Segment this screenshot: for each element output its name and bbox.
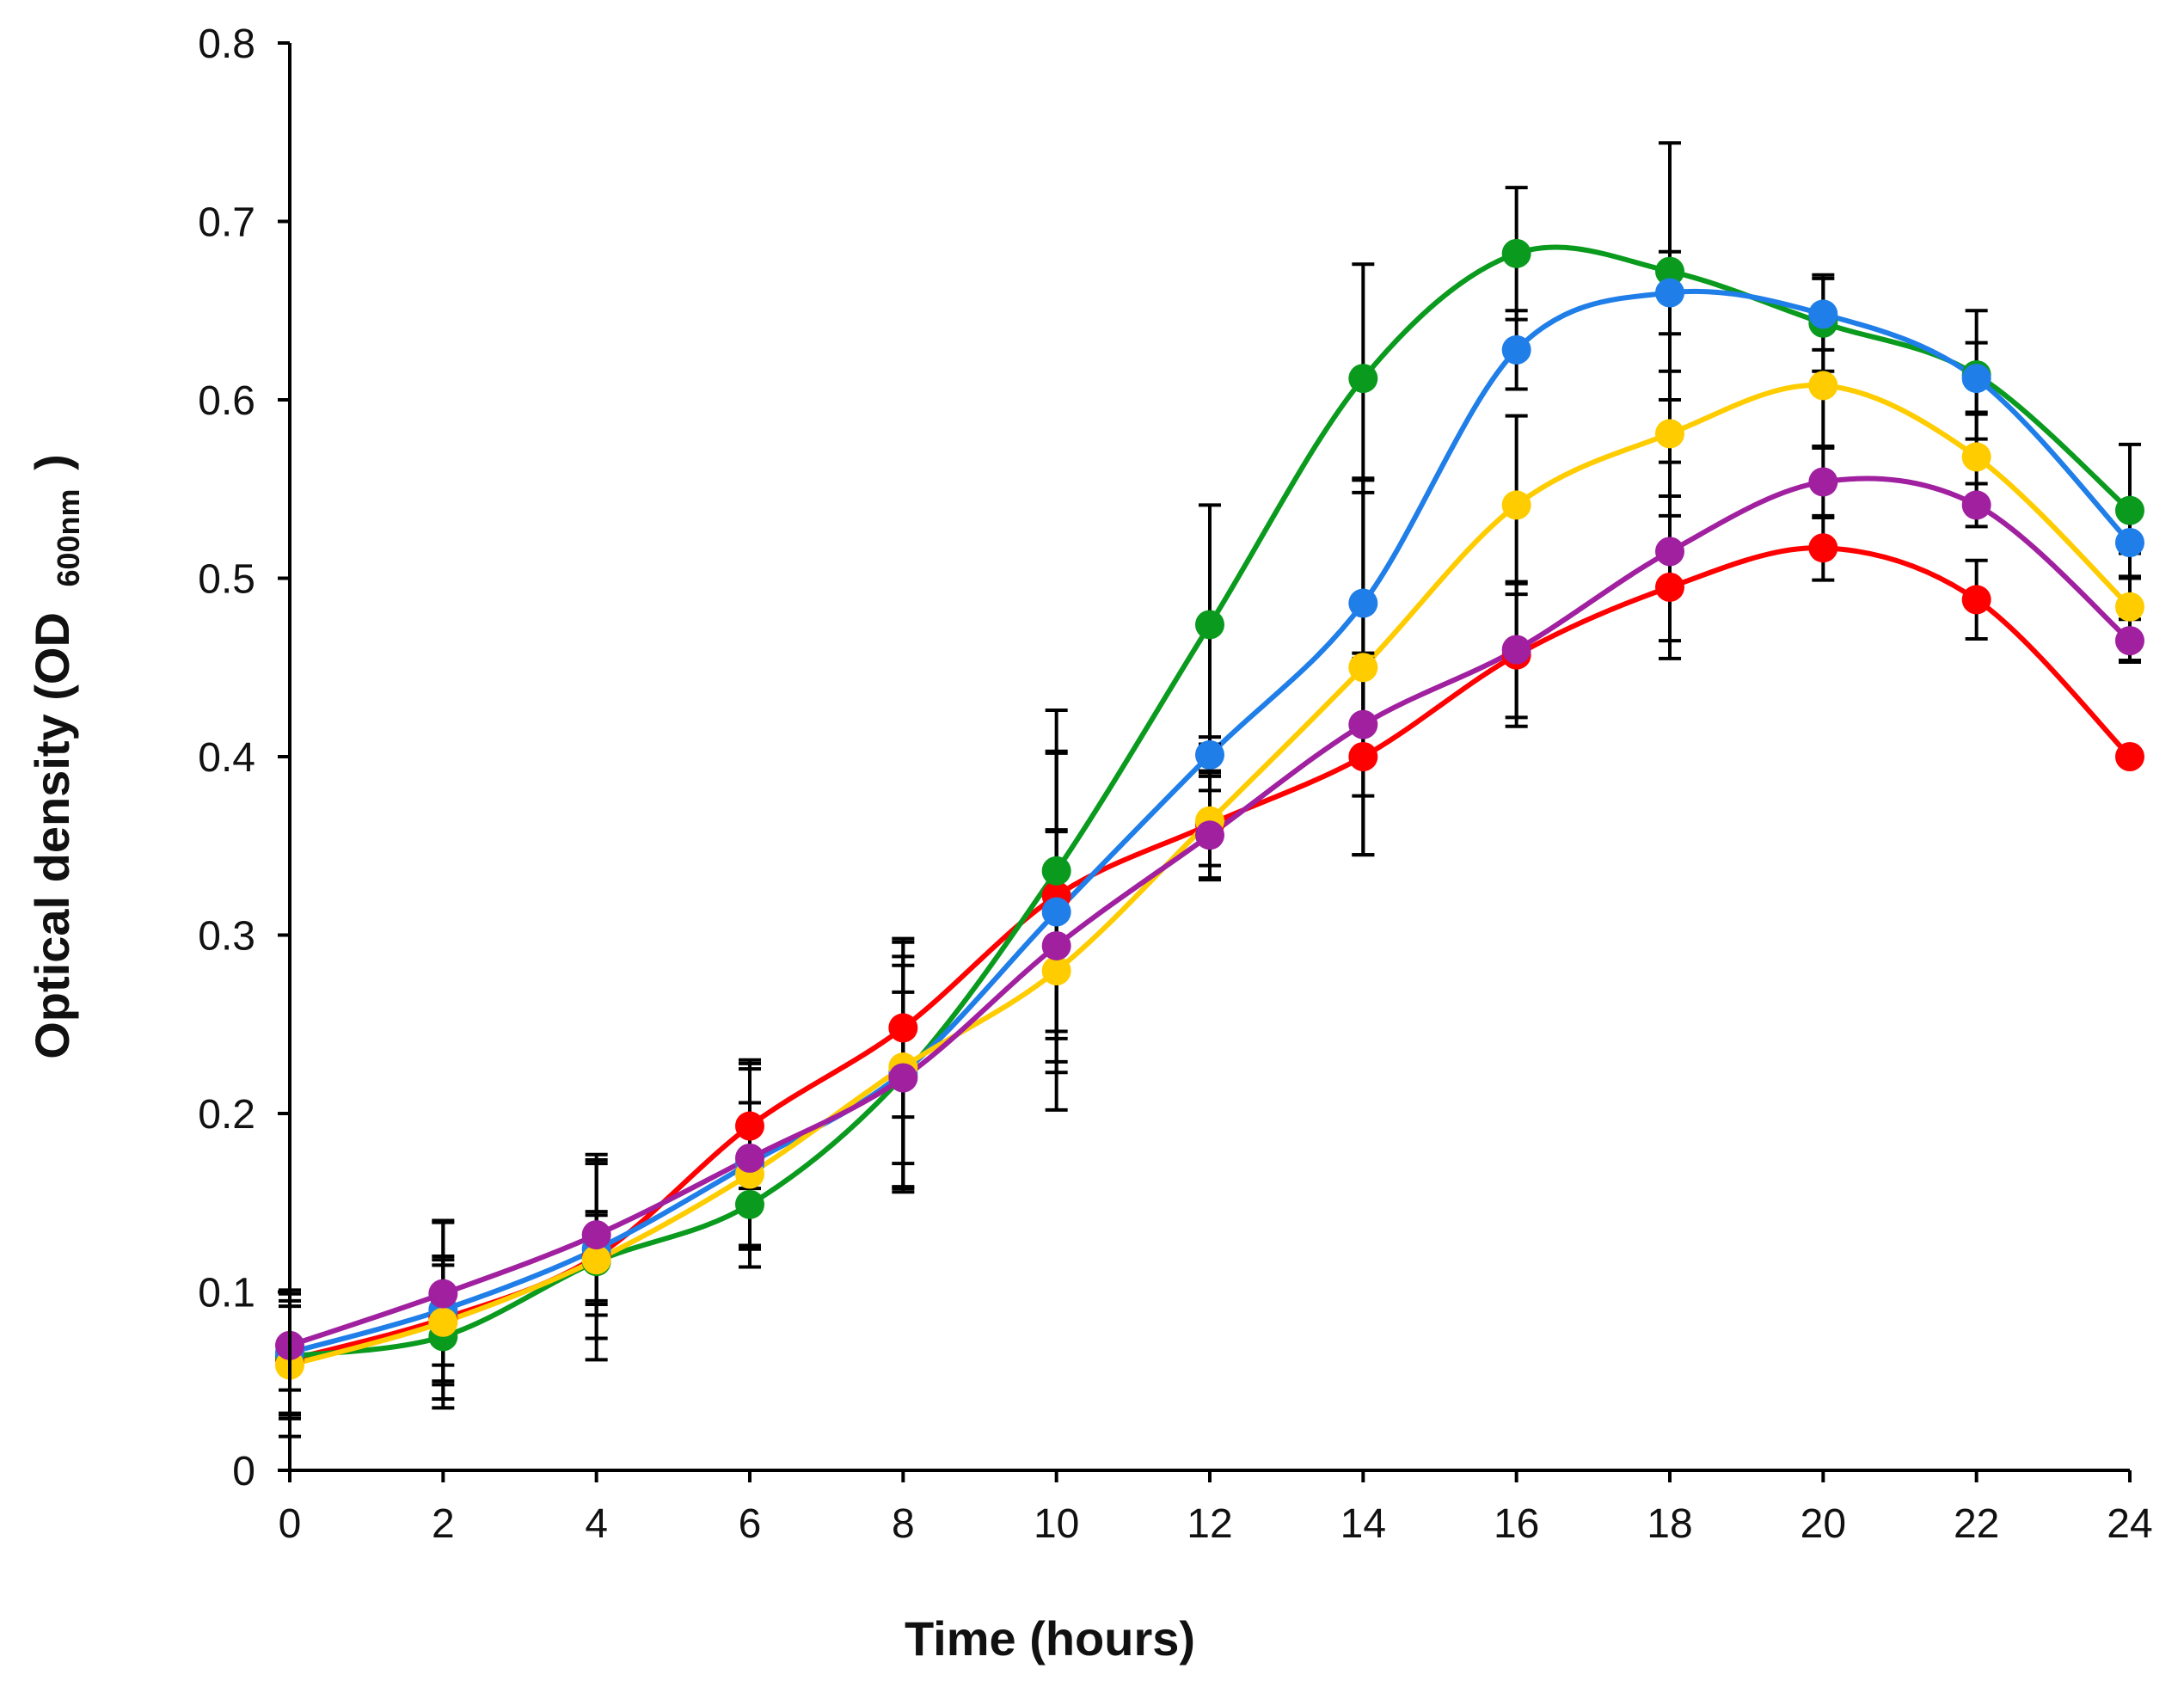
x-tick-label: 14 <box>1340 1501 1386 1547</box>
x-tick-label: 0 <box>279 1501 302 1547</box>
data-point-yellow <box>428 1307 458 1337</box>
x-tick-label: 10 <box>1034 1501 1079 1547</box>
data-point-purple <box>1961 490 1991 520</box>
data-point-purple <box>1501 635 1531 665</box>
x-tick-label: 16 <box>1494 1501 1539 1547</box>
data-point-red <box>888 1013 918 1043</box>
data-point-red <box>1655 572 1684 602</box>
x-tick-label: 22 <box>1954 1501 1999 1547</box>
y-tick-label: 0.4 <box>198 735 255 781</box>
error-bars-layer <box>279 141 2141 1439</box>
x-tick-label: 20 <box>1801 1501 1846 1547</box>
y-axis-title-main: Optical density (OD <box>25 612 79 1059</box>
data-point-blue <box>1961 364 1991 394</box>
y-tick-label: 0.6 <box>198 378 255 424</box>
y-tick-label: 0 <box>232 1449 255 1494</box>
data-point-blue <box>1655 278 1684 308</box>
data-point-purple <box>581 1220 611 1250</box>
data-point-green <box>1655 256 1684 286</box>
data-point-yellow <box>1041 956 1071 985</box>
data-point-purple <box>2115 626 2144 656</box>
data-point-blue <box>1348 588 1378 618</box>
data-point-purple <box>1655 537 1684 567</box>
y-tick-label: 0.2 <box>198 1092 255 1138</box>
y-tick-label: 0.3 <box>198 914 255 960</box>
markers-layer <box>275 238 2144 1380</box>
data-point-blue <box>1195 739 1224 770</box>
data-point-red <box>2115 742 2144 771</box>
x-tick-label: 2 <box>432 1501 455 1547</box>
ticks-layer: 0 2 4 6 8 10 12 14 16 18 20 22 2400.10.20.30.40.50.6… <box>198 21 2152 1547</box>
data-point-green <box>1348 364 1378 394</box>
data-point-blue <box>1501 334 1531 365</box>
data-point-green <box>2115 495 2144 525</box>
y-axis-title: Optical density (OD 600nm ) <box>25 454 89 1059</box>
data-point-green <box>1041 856 1071 886</box>
data-point-blue <box>1041 897 1071 927</box>
x-tick-label: 12 <box>1187 1501 1232 1547</box>
y-tick-label: 0.8 <box>198 21 255 67</box>
data-point-green <box>1195 610 1224 640</box>
data-point-blue <box>1808 299 1838 329</box>
x-tick-label: 24 <box>2107 1501 2152 1547</box>
x-tick-label: 8 <box>892 1501 915 1547</box>
data-point-blue <box>2115 528 2144 557</box>
data-point-purple <box>888 1063 918 1093</box>
data-point-red <box>1808 533 1838 563</box>
data-point-purple <box>1041 930 1071 960</box>
y-axis-title-close: ) <box>25 454 79 470</box>
data-point-yellow <box>581 1245 611 1275</box>
data-point-yellow <box>1501 490 1531 520</box>
data-point-yellow <box>1961 442 1991 472</box>
data-point-purple <box>735 1143 764 1173</box>
x-tick-label: 18 <box>1647 1501 1692 1547</box>
data-point-red <box>735 1111 764 1141</box>
data-point-purple <box>428 1279 458 1309</box>
y-tick-label: 0.1 <box>198 1271 255 1316</box>
y-tick-label: 0.5 <box>198 557 255 603</box>
x-tick-label: 4 <box>585 1501 608 1547</box>
x-tick-label: 6 <box>739 1501 762 1547</box>
data-point-red <box>1348 742 1378 771</box>
data-point-purple <box>1348 709 1378 739</box>
data-point-yellow <box>2115 592 2144 622</box>
x-axis-title: Time (hours) <box>905 1611 1195 1666</box>
data-point-purple <box>1195 820 1224 850</box>
y-tick-label: 0.7 <box>198 200 255 246</box>
data-point-yellow <box>1348 653 1378 683</box>
data-point-red <box>1961 585 1991 615</box>
y-axis-title-subscript: 600nm <box>51 488 86 586</box>
data-point-yellow <box>1655 419 1684 449</box>
data-point-purple <box>1808 467 1838 497</box>
data-point-green <box>735 1189 764 1219</box>
data-point-yellow <box>1808 371 1838 401</box>
data-point-green <box>1501 238 1531 268</box>
